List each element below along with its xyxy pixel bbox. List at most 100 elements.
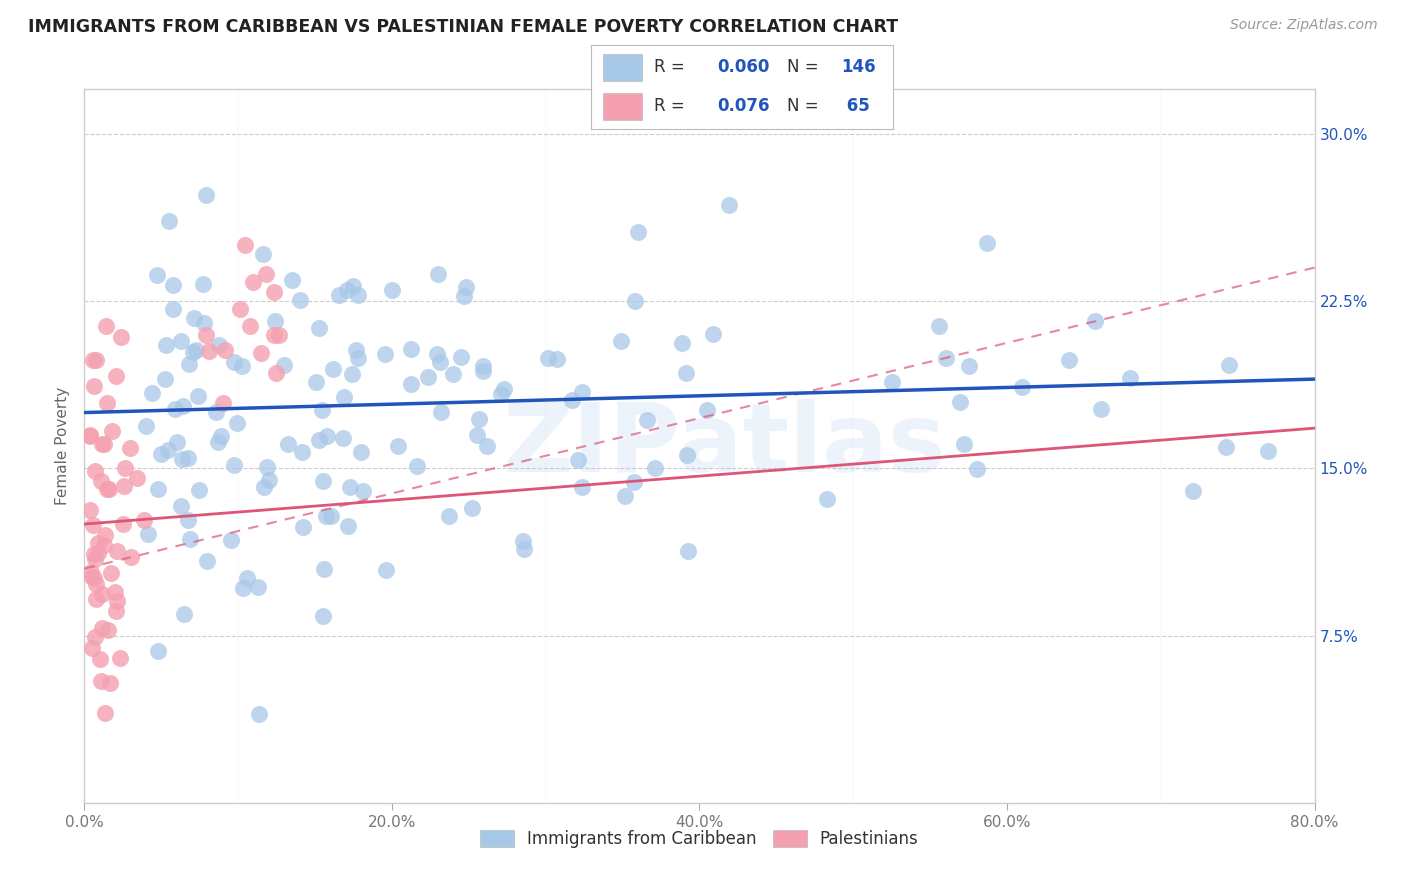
Point: [277, 436, 299, 450]
Point: [105, 594, 128, 608]
Point: [696, 403, 718, 417]
Point: [512, 542, 534, 557]
Point: [489, 386, 512, 401]
Text: R =: R =: [654, 59, 690, 77]
Point: [512, 534, 534, 549]
Point: [953, 437, 976, 451]
Point: [288, 293, 311, 308]
Point: [627, 225, 650, 239]
Point: [153, 371, 176, 385]
Point: [273, 359, 295, 373]
Point: [208, 337, 231, 351]
Point: [252, 247, 274, 261]
Point: [114, 460, 136, 475]
Point: [264, 366, 287, 380]
Point: [232, 582, 254, 596]
Point: [82, 640, 104, 655]
Point: [339, 480, 361, 494]
Point: [93, 437, 115, 451]
Point: [214, 343, 236, 357]
Point: [623, 475, 645, 490]
Point: [815, 491, 838, 506]
Point: [254, 268, 277, 282]
Point: [352, 483, 374, 498]
Point: [322, 362, 344, 376]
Point: [374, 347, 396, 361]
Point: [465, 428, 488, 442]
Point: [105, 543, 128, 558]
Point: [561, 392, 583, 407]
Point: [267, 327, 290, 342]
Point: [702, 327, 724, 342]
Point: [157, 442, 180, 457]
Point: [401, 377, 423, 392]
Point: [87, 545, 110, 559]
Text: 0.060: 0.060: [717, 59, 770, 77]
Point: [104, 584, 127, 599]
Point: [219, 533, 242, 548]
Text: 0.076: 0.076: [717, 97, 770, 115]
Text: N =: N =: [787, 97, 824, 115]
Point: [624, 293, 647, 308]
Point: [567, 452, 589, 467]
Point: [1011, 379, 1033, 393]
Point: [179, 532, 201, 546]
Point: [280, 273, 302, 287]
Point: [1084, 314, 1107, 328]
Point: [957, 359, 980, 373]
Point: [94, 528, 117, 542]
Point: [253, 480, 276, 494]
Point: [291, 444, 314, 458]
Point: [236, 571, 259, 585]
Point: [112, 478, 135, 492]
Point: [381, 283, 404, 297]
Point: [247, 706, 270, 721]
Point: [387, 439, 409, 453]
Point: [94, 706, 117, 720]
Point: [170, 334, 193, 348]
Point: [492, 382, 515, 396]
Point: [263, 328, 285, 343]
Point: [308, 320, 330, 334]
Point: [155, 338, 177, 352]
Text: Source: ZipAtlas.com: Source: ZipAtlas.com: [1230, 18, 1378, 32]
Point: [195, 554, 218, 568]
Point: [146, 644, 169, 658]
Point: [97, 482, 120, 496]
Point: [100, 566, 122, 580]
Point: [537, 351, 560, 366]
Point: [194, 327, 217, 342]
Point: [101, 425, 124, 439]
Point: [86, 352, 108, 367]
Point: [461, 500, 484, 515]
Point: [118, 441, 141, 455]
Point: [170, 499, 193, 513]
Point: [80, 565, 103, 579]
Point: [676, 544, 699, 558]
Point: [183, 310, 205, 325]
Point: [437, 509, 460, 524]
Point: [177, 451, 200, 466]
Point: [350, 445, 373, 459]
Point: [416, 370, 439, 384]
Point: [163, 402, 186, 417]
Point: [172, 399, 194, 413]
Point: [477, 440, 499, 454]
Point: [83, 552, 105, 566]
Point: [450, 350, 472, 364]
Point: [316, 429, 339, 443]
Point: [312, 474, 335, 488]
Point: [242, 275, 264, 289]
Point: [1215, 440, 1237, 454]
Point: [224, 355, 246, 369]
Point: [315, 508, 337, 523]
Point: [546, 352, 568, 367]
Point: [90, 474, 112, 488]
Point: [308, 433, 330, 447]
Point: [256, 460, 278, 475]
Point: [135, 418, 157, 433]
Point: [311, 403, 333, 417]
Point: [966, 461, 988, 475]
Point: [882, 375, 904, 389]
Point: [146, 268, 169, 283]
